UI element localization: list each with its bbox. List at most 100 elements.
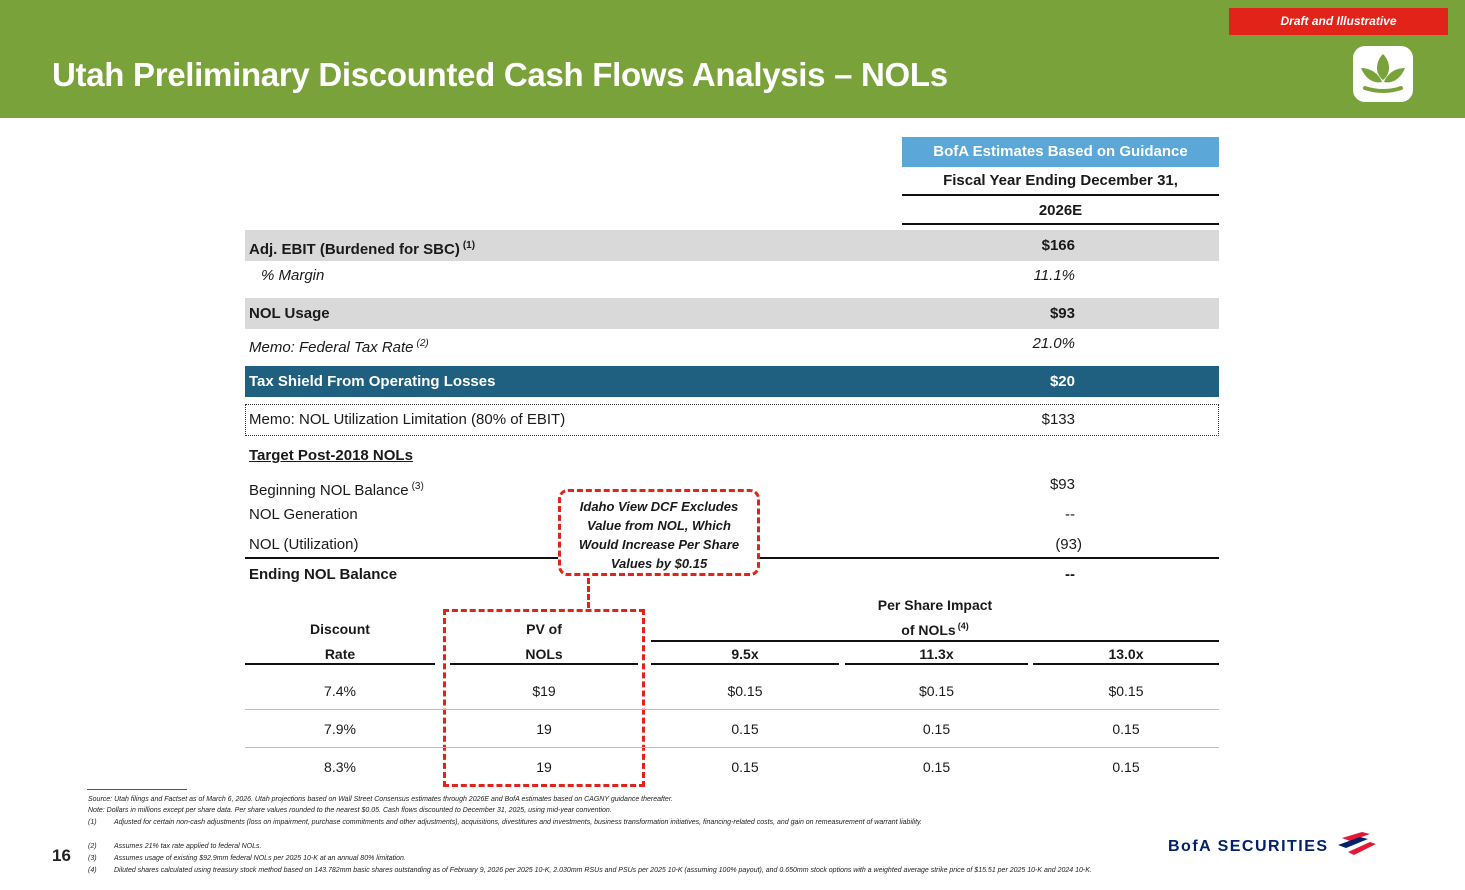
discount-header-2: Rate	[324, 646, 356, 662]
target-row: Target Post-2018 NOLs	[245, 440, 1219, 471]
draft-badge: Draft and Illustrative	[1229, 8, 1448, 35]
utilization-value: (93)	[1055, 536, 1082, 553]
target-label: Target Post-2018 NOLs	[249, 447, 413, 464]
nol-usage-row: NOL Usage $93	[245, 298, 1219, 329]
page-title: Utah Preliminary Discounted Cash Flows A…	[52, 56, 948, 93]
general-note: Note: Dollars in millions except per sha…	[88, 807, 612, 814]
callout-connector	[587, 578, 590, 608]
margin-label: % Margin	[261, 267, 325, 284]
impact-header-2-wrap: of NOLs (4)	[651, 621, 1219, 638]
impact-cell: $0.15	[1108, 683, 1144, 699]
callout-line-2: Value from NOL, Which	[587, 518, 731, 533]
pv-highlight-box	[443, 609, 645, 787]
multiple-header-3: 13.0x	[1108, 646, 1144, 662]
impact-cell: 0.15	[731, 721, 759, 737]
footnote-num: (1)	[88, 819, 97, 826]
footnote-rule	[87, 789, 187, 790]
pv-header-1: PV of	[526, 621, 562, 637]
pv-header-2: NOLs	[525, 646, 563, 662]
ending-label: Ending NOL Balance	[249, 566, 398, 583]
impact-underline	[651, 640, 1219, 642]
impact-note: (4)	[957, 621, 969, 631]
utilization-row: NOL (Utilization) (93)	[245, 529, 1219, 560]
impact-cell: $0.15	[918, 683, 955, 699]
footnote-text: Adjusted for certain non-cash adjustment…	[114, 819, 922, 826]
beginning-row: Beginning NOL Balance (3) $93	[245, 471, 1219, 502]
guidance-header: BofA Estimates Based on Guidance	[902, 137, 1219, 167]
header-rule-4	[845, 663, 1028, 665]
ending-value: --	[1065, 566, 1075, 583]
fiscal-year-header: Fiscal Year Ending December 31,	[902, 170, 1219, 196]
row-separator	[245, 747, 1219, 748]
beginning-value: $93	[1049, 476, 1075, 493]
tax-shield-label: Tax Shield From Operating Losses	[249, 373, 496, 390]
header-rule-2	[450, 663, 638, 665]
tax-shield-value: $20	[1049, 373, 1075, 390]
row-separator	[245, 709, 1219, 710]
tax-rate-label: Memo: Federal Tax Rate	[249, 339, 414, 356]
impact-cell: 0.15	[922, 759, 951, 775]
multiple-header-1: 9.5x	[731, 646, 759, 662]
year-header: 2026E	[902, 200, 1219, 225]
generation-row: NOL Generation --	[245, 499, 1219, 530]
tax-shield-row: Tax Shield From Operating Losses $20	[245, 366, 1219, 397]
idaho-callout: Idaho View DCF Excludes Value from NOL, …	[558, 489, 760, 576]
footnote-3: (3) Assumes usage of existing $92.9mm fed…	[88, 854, 1148, 864]
footnote-4: (4) Diluted shares calculated using treas…	[88, 866, 1148, 876]
pv-cell: $19	[532, 683, 556, 699]
pv-cell: 19	[536, 721, 552, 737]
callout-line-4: Values by $0.15	[610, 556, 708, 571]
footnote-text: Diluted shares calculated using treasury…	[114, 867, 1092, 874]
pv-cell: 19	[536, 759, 552, 775]
beginning-note: (3)	[411, 481, 424, 492]
ebit-note: (1)	[462, 240, 476, 251]
bofa-flag-icon	[1338, 832, 1376, 855]
rate-cell: 7.4%	[324, 683, 356, 699]
impact-cell: 0.15	[731, 759, 759, 775]
ebit-value: $166	[1041, 237, 1075, 254]
limitation-value: $133	[1041, 411, 1075, 428]
footnote-num: (4)	[88, 867, 97, 874]
header-rule-3	[651, 663, 839, 665]
rate-cell: 8.3%	[324, 759, 356, 775]
generation-label: NOL Generation	[249, 506, 358, 523]
ebit-row: Adj. EBIT (Burdened for SBC) (1) $166	[245, 230, 1219, 261]
footnote-num: (2)	[88, 843, 97, 850]
utilization-label: NOL (Utilization)	[249, 536, 359, 553]
multiple-header-2: 11.3x	[919, 646, 954, 662]
tax-rate-row: Memo: Federal Tax Rate (2) 21.0%	[245, 328, 1219, 359]
footnote-text: Assumes usage of existing $92.9mm federa…	[114, 855, 406, 862]
source-note: Source: Utah filings and Factset as of M…	[88, 796, 673, 803]
rate-cell: 7.9%	[324, 721, 356, 737]
page-number: 16	[52, 846, 71, 865]
bofa-brand: BofA SECURITIES	[1168, 838, 1329, 855]
callout-line-3: Would Increase Per Share	[578, 537, 740, 552]
margin-value: 11.1%	[1033, 267, 1075, 284]
callout-line-1: Idaho View DCF Excludes	[579, 499, 739, 514]
tax-rate-note: (2)	[416, 338, 429, 349]
discount-header-1: Discount	[310, 621, 370, 637]
ebit-label: Adj. EBIT (Burdened for SBC)	[249, 241, 460, 258]
header-rule-5	[1033, 663, 1219, 665]
impact-cell: 0.15	[922, 721, 951, 737]
footnote-1: (1) Adjusted for certain non-cash adjustm…	[88, 818, 1148, 828]
tax-rate-value: 21.0%	[1032, 335, 1075, 352]
impact-cell: $0.15	[727, 683, 763, 699]
nol-usage-value: $93	[1049, 305, 1075, 322]
impact-cell: 0.15	[1112, 721, 1140, 737]
impact-header-2: of NOLs	[901, 622, 956, 638]
footnote-2: (2) Assumes 21% tax rate applied to feder…	[88, 842, 1148, 852]
impact-cell: 0.15	[1112, 759, 1140, 775]
beginning-label: Beginning NOL Balance	[249, 482, 409, 499]
utah-leaf-logo-icon	[1353, 46, 1413, 102]
generation-value: --	[1065, 506, 1075, 523]
header-bar	[0, 0, 1465, 118]
footnote-text: Assumes 21% tax rate applied to federal …	[114, 843, 262, 850]
impact-header-1: Per Share Impact	[877, 597, 993, 613]
footnote-num: (3)	[88, 855, 97, 862]
margin-row: % Margin 11.1%	[245, 260, 1219, 291]
limitation-row: Memo: NOL Utilization Limitation (80% of…	[245, 404, 1219, 436]
header-rule-1	[245, 663, 435, 665]
limitation-label: Memo: NOL Utilization Limitation (80% of…	[249, 411, 566, 428]
nol-usage-label: NOL Usage	[249, 305, 330, 322]
